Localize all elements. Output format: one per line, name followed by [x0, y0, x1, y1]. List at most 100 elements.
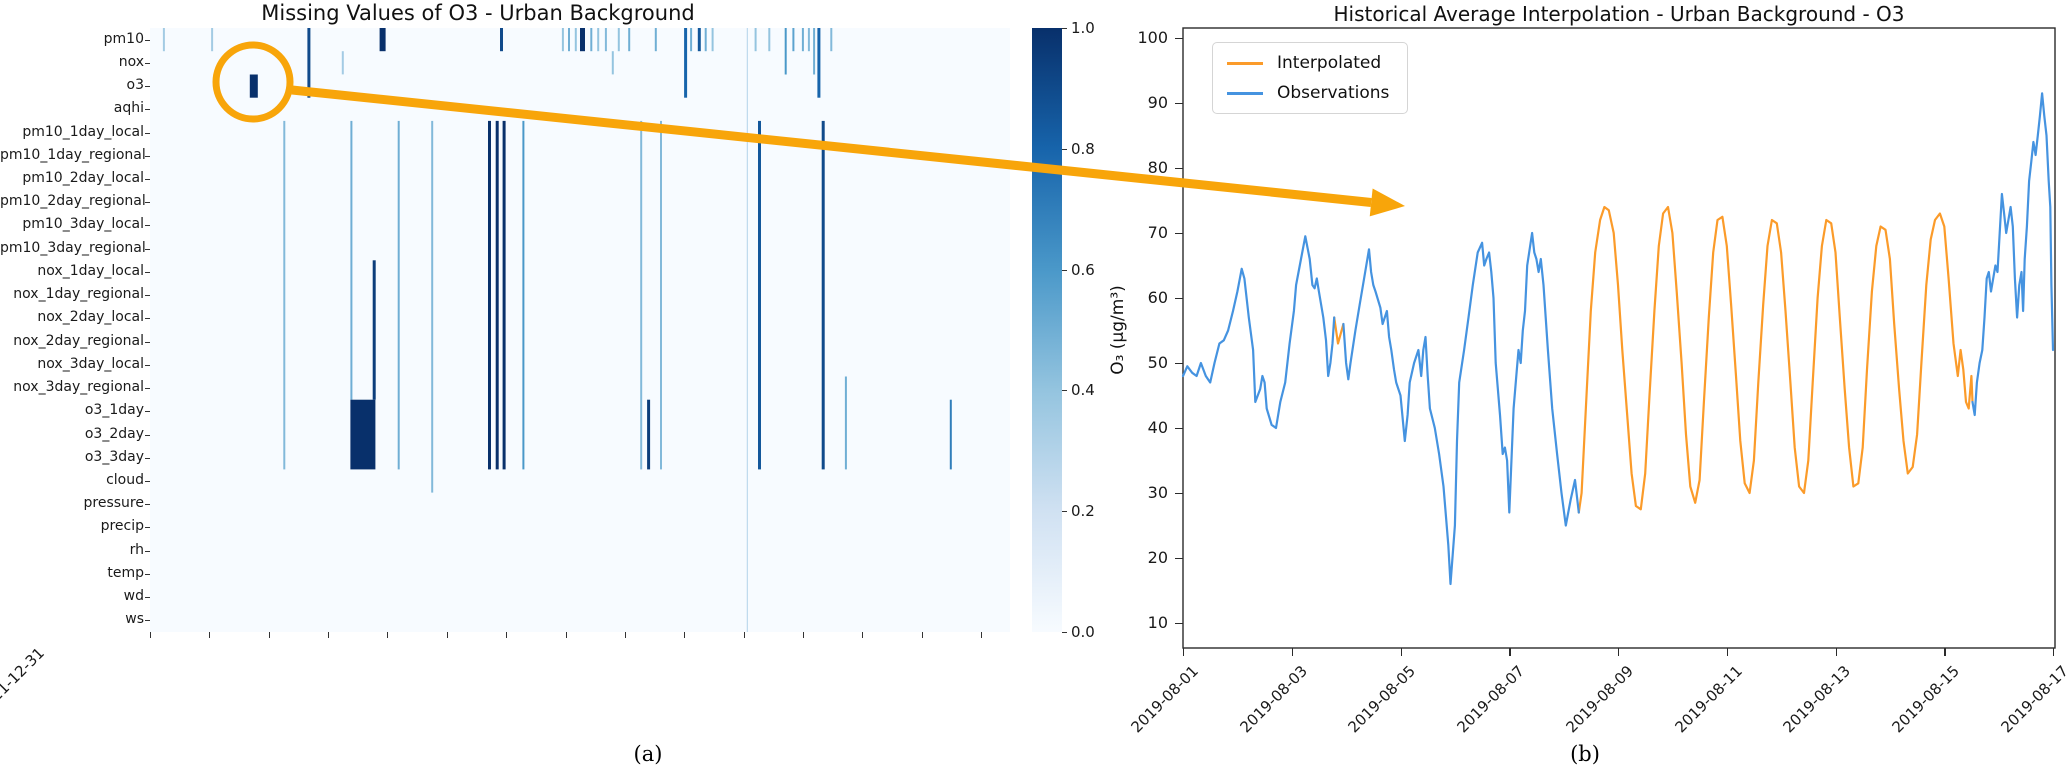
y-tick-label: 70 — [1147, 223, 1168, 242]
x-tick-mark — [387, 632, 389, 638]
colorbar-tick-label: 0.0 — [1071, 623, 1095, 641]
colorbar-tick-label: 0.6 — [1071, 260, 1095, 279]
y-tick-label: 30 — [1147, 483, 1168, 502]
row-label: nox_2day_regional — [13, 332, 144, 349]
x-tick-mark — [506, 632, 508, 638]
colorbar-tick-mark — [1062, 511, 1067, 513]
heatmap-plot-area — [150, 28, 1010, 632]
y-tick-mark — [145, 364, 150, 366]
interpolated-line-swatch — [1227, 61, 1263, 65]
y-tick-mark — [145, 86, 150, 88]
row-label: o3_1day — [84, 402, 144, 419]
row-label: nox_2day_local — [37, 309, 144, 326]
row-label: nox — [118, 53, 144, 70]
y-tick-label: 50 — [1147, 353, 1168, 372]
row-label: pm10 — [103, 30, 144, 47]
y-tick-mark — [145, 225, 150, 227]
y-tick-mark — [145, 271, 150, 273]
legend-item-interpolated: Interpolated — [1227, 53, 1389, 73]
colorbar-tick-mark — [1062, 390, 1067, 392]
y-tick-label: 80 — [1147, 158, 1168, 177]
heatmap-title: Missing Values of O3 - Urban Background — [261, 1, 695, 25]
colorbar-tick-mark — [1062, 28, 1067, 29]
y-tick-mark — [145, 620, 150, 622]
x-tick-mark — [862, 632, 864, 638]
x-tick-mark — [1726, 648, 1729, 656]
x-tick-mark — [150, 632, 151, 638]
y-tick-mark — [1175, 103, 1183, 105]
x-tick-mark — [1618, 648, 1620, 656]
row-label: pm10_2day_regional — [0, 193, 146, 210]
y-tick-mark — [1175, 428, 1183, 430]
row-label: rh — [129, 541, 144, 558]
row-label: pm10_3day_local — [22, 216, 144, 233]
y-tick-mark — [145, 132, 150, 134]
y-tick-mark — [1175, 38, 1183, 40]
colorbar-tick-mark — [1062, 269, 1067, 271]
y-tick-mark — [1175, 233, 1183, 235]
y-tick-label: 100 — [1137, 28, 1168, 47]
row-label: pressure — [83, 495, 144, 512]
y-tick-mark — [145, 155, 150, 157]
x-tick-mark — [328, 632, 330, 638]
legend-label-interpolated: Interpolated — [1277, 53, 1382, 73]
y-tick-mark — [1175, 298, 1183, 300]
colorbar-tick-mark — [1062, 632, 1067, 633]
y-tick-mark — [1175, 623, 1183, 625]
colorbar — [1032, 28, 1062, 632]
y-tick-mark — [1175, 363, 1183, 365]
row-label: aqhi — [113, 100, 144, 117]
y-tick-mark — [145, 202, 150, 204]
caption-a: (a) — [633, 742, 663, 766]
row-label: pm10_1day_local — [22, 123, 144, 140]
x-tick-mark — [1944, 648, 1946, 656]
y-tick-mark — [145, 527, 150, 529]
row-label: pm10_3day_regional — [0, 239, 146, 256]
legend-item-observations: Observations — [1227, 83, 1389, 103]
observations-line-swatch — [1227, 91, 1263, 95]
line-chart-title: Historical Average Interpolation - Urban… — [1333, 2, 1905, 26]
y-tick-mark — [145, 109, 150, 111]
y-tick-mark — [145, 341, 150, 343]
y-tick-label: 90 — [1147, 93, 1168, 112]
y-tick-mark — [145, 434, 150, 436]
row-label: precip — [100, 518, 144, 535]
y-tick-mark — [1175, 168, 1183, 170]
x-tick-mark — [1509, 648, 1511, 656]
row-label: o3_3day — [84, 448, 144, 465]
x-tick-mark — [684, 632, 686, 638]
y-tick-mark — [145, 411, 150, 413]
row-label: pm10_2day_local — [22, 170, 144, 186]
row-label: nox_1day_local — [37, 262, 144, 279]
x-tick-mark — [743, 632, 745, 638]
x-tick-mark — [981, 632, 982, 638]
y-tick-mark — [145, 388, 150, 390]
x-tick-mark — [565, 632, 567, 638]
x-tick-mark — [2053, 648, 2055, 656]
colorbar-tick-label: 0.4 — [1071, 381, 1095, 400]
y-tick-mark — [145, 597, 150, 599]
y-tick-mark — [145, 295, 150, 297]
x-tick-mark — [446, 632, 448, 638]
missing-values-chart: Missing Values of O3 - Urban Background … — [0, 1, 1095, 719]
x-tick-mark — [802, 632, 804, 638]
row-label: ws — [125, 611, 144, 628]
colorbar-tick-label: 0.8 — [1071, 139, 1095, 158]
x-tick-mark — [1400, 648, 1402, 656]
y-axis-label: O₃ (µg/m³) — [1108, 285, 1128, 375]
x-tick-mark — [1835, 648, 1837, 656]
x-tick-mark — [921, 632, 923, 638]
colorbar-tick-label: 1.0 — [1071, 19, 1095, 37]
row-label: nox_1day_regional — [13, 286, 144, 303]
row-label: wd — [123, 588, 144, 605]
row-label: nox_3day_local — [37, 355, 144, 372]
interpolation-chart: Historical Average Interpolation - Urban… — [1095, 0, 2067, 776]
colorbar-tick-label: 0.2 — [1071, 502, 1095, 521]
y-tick-mark — [145, 179, 150, 180]
x-tick-mark — [624, 632, 626, 638]
x-tick-mark — [1183, 648, 1185, 656]
caption-b: (b) — [1570, 742, 1600, 766]
y-tick-label: 60 — [1147, 288, 1168, 307]
x-tick-label: 2021-12-31 — [0, 644, 48, 719]
